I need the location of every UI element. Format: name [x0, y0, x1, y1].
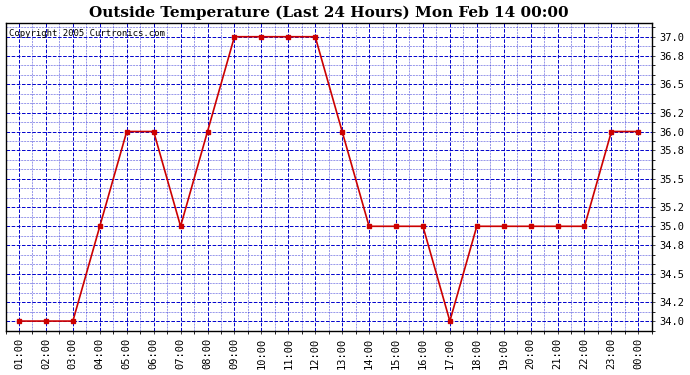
- Text: Copyright 2005 Curtronics.com: Copyright 2005 Curtronics.com: [9, 28, 165, 38]
- Title: Outside Temperature (Last 24 Hours) Mon Feb 14 00:00: Outside Temperature (Last 24 Hours) Mon …: [89, 6, 569, 20]
